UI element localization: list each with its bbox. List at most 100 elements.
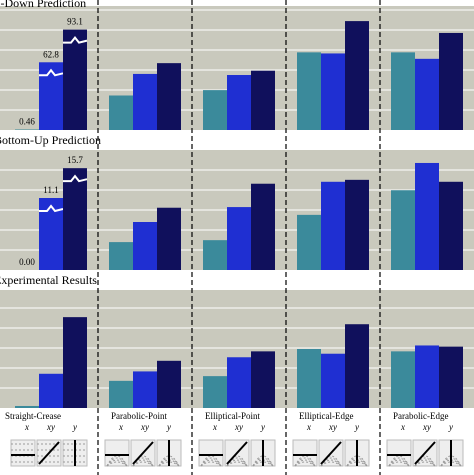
category-label: Parabolic-Edge xyxy=(393,411,448,421)
bar xyxy=(321,181,345,270)
icon xyxy=(104,439,130,467)
bar xyxy=(321,53,345,130)
break-mark xyxy=(63,36,88,44)
icon-arc xyxy=(388,457,410,467)
bar xyxy=(157,360,181,408)
icon xyxy=(198,439,224,467)
series-label: y xyxy=(72,422,77,432)
icon-arc xyxy=(294,459,316,467)
bar xyxy=(39,373,63,408)
bar xyxy=(439,346,463,408)
value-label: 0.46 xyxy=(19,117,35,127)
icon-arc xyxy=(320,457,342,467)
value-label: 93.1 xyxy=(67,17,83,27)
series-label: y xyxy=(448,422,453,432)
bar xyxy=(297,214,321,270)
icon xyxy=(318,439,344,467)
bar xyxy=(63,168,87,270)
series-label: x xyxy=(118,422,123,432)
series-label: xy xyxy=(422,422,431,432)
icon-arc xyxy=(440,461,462,467)
break-mark xyxy=(39,68,64,77)
icon-arc xyxy=(388,459,410,467)
series-label: xy xyxy=(46,422,55,432)
bar xyxy=(297,52,321,130)
icon-stroke xyxy=(226,441,248,465)
category-label: Elliptical-Point xyxy=(205,411,260,421)
bar xyxy=(39,198,63,270)
category-label: Straight-Crease xyxy=(5,411,61,421)
bar xyxy=(109,380,133,408)
icon-arc xyxy=(294,457,316,467)
icon xyxy=(62,439,88,467)
bar xyxy=(63,29,87,130)
bar xyxy=(203,90,227,130)
icon-arc xyxy=(414,457,436,467)
icon-arc xyxy=(252,459,274,467)
bar xyxy=(109,95,133,130)
series-label: xy xyxy=(328,422,337,432)
icon xyxy=(36,439,62,467)
bar xyxy=(391,351,415,408)
icon-arc xyxy=(226,457,248,467)
bar xyxy=(39,62,63,130)
icon xyxy=(292,439,318,467)
icon-arc xyxy=(252,461,274,467)
panel-title: Experimental Results xyxy=(0,273,97,287)
icon-arc xyxy=(132,457,154,467)
break-mark xyxy=(39,204,64,213)
icon xyxy=(412,439,438,467)
icon-arc xyxy=(320,459,342,467)
break-mark xyxy=(63,174,88,183)
series-label: y xyxy=(166,422,171,432)
icon-arc xyxy=(294,461,316,467)
bar xyxy=(391,52,415,130)
icon-arc xyxy=(200,457,222,467)
value-label: 11.1 xyxy=(43,185,58,195)
bar xyxy=(391,190,415,270)
value-label: 0.00 xyxy=(19,257,35,267)
bar xyxy=(227,75,251,130)
icon-arc xyxy=(226,459,248,467)
series-label: xy xyxy=(234,422,243,432)
icon-arc xyxy=(346,459,368,467)
bar xyxy=(439,181,463,270)
icon-arc xyxy=(200,459,222,467)
value-label: 62.8 xyxy=(43,49,59,59)
icon-arc xyxy=(226,461,248,467)
bar xyxy=(415,58,439,131)
bar xyxy=(439,32,463,130)
icon xyxy=(224,439,250,467)
icon-arc xyxy=(106,457,128,467)
category-label: Parabolic-Point xyxy=(111,411,167,421)
category-label: Elliptical-Edge xyxy=(299,411,353,421)
bar xyxy=(227,357,251,408)
icon-arc xyxy=(320,461,342,467)
bar xyxy=(345,21,369,131)
bar xyxy=(227,207,251,270)
bar xyxy=(415,162,439,270)
bar xyxy=(251,351,275,408)
bar xyxy=(203,240,227,270)
series-label: x xyxy=(212,422,217,432)
icon-arc xyxy=(414,459,436,467)
bar xyxy=(345,324,369,408)
bar xyxy=(415,345,439,408)
icon-arc xyxy=(414,461,436,467)
bar xyxy=(203,376,227,408)
icon-arc xyxy=(346,461,368,467)
icon xyxy=(10,439,36,467)
panel-title: Bottom-Up Prediction xyxy=(0,133,101,147)
series-label: x xyxy=(400,422,405,432)
icon-stroke xyxy=(320,441,342,465)
bar xyxy=(345,179,369,270)
icon-stroke xyxy=(414,441,436,465)
icon-stroke xyxy=(38,441,60,465)
series-label: x xyxy=(24,422,29,432)
bar xyxy=(157,207,181,270)
icon-arc xyxy=(158,459,180,467)
bar xyxy=(251,70,275,130)
value-label: 15.7 xyxy=(67,155,83,165)
icon xyxy=(130,439,156,467)
icon xyxy=(438,439,464,467)
